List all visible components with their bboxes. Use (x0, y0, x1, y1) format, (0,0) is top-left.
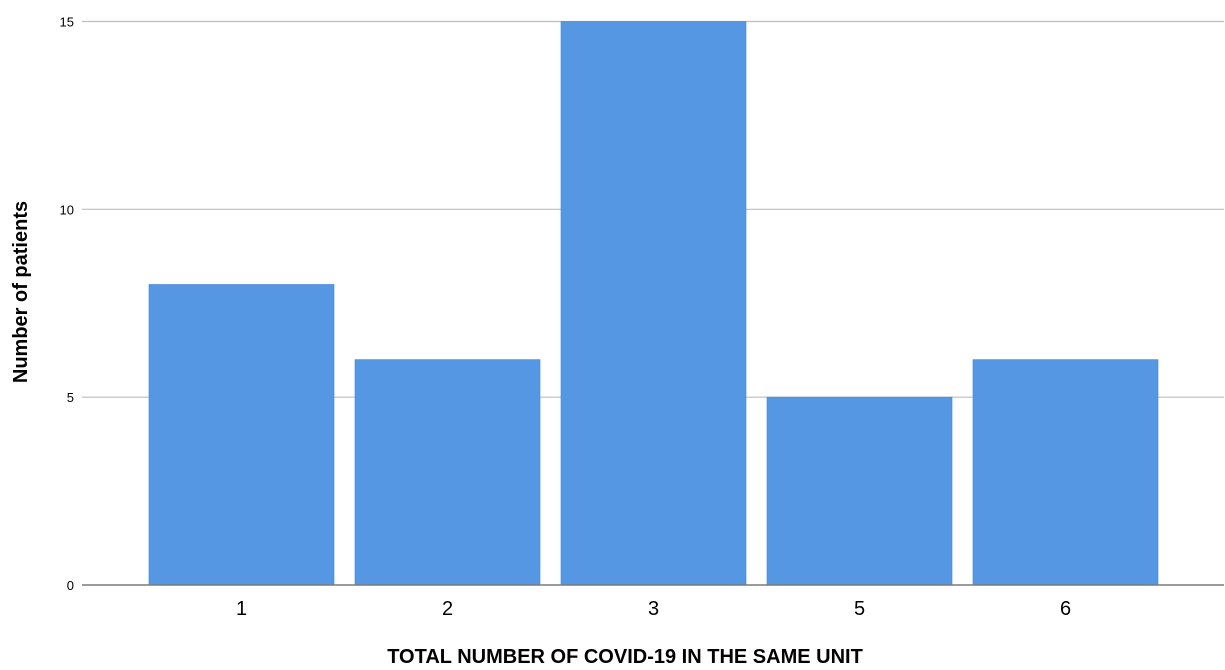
bar (148, 284, 335, 586)
x-axis-label: TOTAL NUMBER OF COVID-19 IN THE SAME UNI… (387, 646, 863, 668)
x-tick-label: 1 (236, 598, 247, 620)
y-tick-label: 5 (67, 390, 74, 405)
x-tick-label: 6 (1060, 598, 1071, 620)
x-axis-ticks: 1 2 3 5 6 (236, 598, 1071, 620)
bar (766, 396, 953, 586)
y-tick-label: 0 (67, 578, 74, 593)
bar (560, 21, 747, 586)
y-tick-label: 15 (60, 15, 74, 30)
x-tick-label: 5 (854, 598, 865, 620)
bar (972, 359, 1159, 586)
x-tick-label: 2 (442, 598, 453, 620)
x-tick-label: 3 (648, 598, 659, 620)
y-tick-label: 10 (60, 202, 74, 217)
y-axis-label: Number of patients (10, 201, 32, 383)
bars (148, 21, 1159, 586)
bar (354, 359, 541, 586)
y-axis-ticks: 0 5 10 15 (60, 15, 74, 594)
